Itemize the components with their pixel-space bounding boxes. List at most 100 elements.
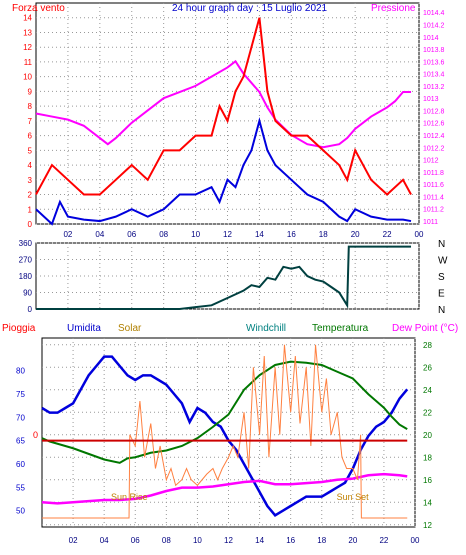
humidity-tick-label: 65 (16, 437, 25, 446)
time-tick-label: 04 (100, 536, 109, 545)
wind-tick-label: 2 (28, 191, 33, 200)
temperature-tick-label: 14 (423, 498, 432, 507)
pressure-scale-ticks: 1011 1011.2 1011.4 1011.6 1011.8 1012 1012.2 10… (423, 10, 445, 226)
direction-panel-series (36, 245, 412, 310)
humidity-tick-label: 70 (16, 413, 25, 422)
degree-tick-label: 180 (19, 272, 33, 281)
time-tick-label: 18 (317, 536, 326, 545)
wind-tick-label: 6 (28, 132, 33, 141)
pressure-tick-label: 1011.2 (423, 207, 444, 214)
time-tick-label: 20 (348, 536, 357, 545)
wind-panel-frame (35, 2, 420, 225)
temperature-tick-label: 12 (423, 521, 432, 530)
direction-line (36, 245, 412, 310)
time-tick-label: 00 (411, 536, 420, 545)
temperature-tick-label: 20 (423, 431, 432, 440)
pressure-tick-label: 1014 (423, 35, 439, 42)
time-tick-label: 04 (95, 230, 104, 239)
direction-panel-grid (36, 242, 420, 310)
legend-solar: Solar (118, 323, 142, 334)
compass-label: W (438, 256, 448, 267)
time-tick-label: 12 (223, 230, 232, 239)
compass-label: S (438, 272, 445, 283)
wind-tick-label: 14 (23, 14, 32, 23)
pressure-tick-label: 1012.6 (423, 121, 445, 128)
pressure-tick-label: 1012.2 (423, 145, 445, 152)
legend-windchill: Windchill (246, 323, 286, 334)
series-2-line (41, 472, 408, 505)
time-tick-label: 00 (415, 230, 424, 239)
compass-label: E (438, 289, 445, 300)
wind-tick-label: 4 (28, 161, 33, 170)
humidity-tick-label: 50 (16, 507, 25, 516)
graph-title: 24 hour graph day : 15 Luglio 2021 (172, 3, 328, 14)
pressure-tick-label: 1013.4 (423, 72, 445, 79)
time-tick-label: 22 (383, 230, 392, 239)
direction-degree-ticks: 0 90 180 270 360 (19, 239, 33, 314)
temperature-tick-label: 24 (423, 386, 432, 395)
wind-tick-label: 1 (28, 205, 33, 214)
pressure-tick-label: 1014.2 (423, 22, 445, 29)
wind-tick-label: 0 (28, 220, 33, 229)
time-tick-label: 08 (159, 230, 168, 239)
degree-tick-label: 0 (28, 305, 33, 314)
temperature-tick-label: 18 (423, 453, 432, 462)
series-1-line (35, 117, 412, 226)
series-1-line (41, 360, 408, 464)
pressure-tick-label: 1013.8 (423, 47, 445, 54)
compass-label: N (438, 305, 445, 316)
temperature-tick-label: 28 (423, 341, 432, 350)
pressure-tick-label: 1012.4 (423, 133, 445, 140)
legend-pioggia: Pioggia (2, 323, 36, 334)
wind-axis-label: Forza vento (12, 3, 65, 14)
wind-tick-label: 11 (24, 58, 33, 67)
time-tick-label: 06 (131, 536, 140, 545)
humidity-tick-label: 60 (16, 460, 25, 469)
temperature-tick-label: 16 (423, 476, 432, 485)
rain-zero-label: 0 (33, 430, 38, 440)
pressure-tick-label: 1011.6 (423, 182, 444, 189)
pressure-tick-label: 1012.8 (423, 108, 445, 115)
time-tick-label: 06 (127, 230, 136, 239)
time-tick-label: 20 (351, 230, 360, 239)
wind-tick-label: 5 (28, 146, 33, 155)
legend-umidita: Umidita (67, 323, 101, 334)
pressure-tick-label: 1012 (423, 158, 439, 165)
time-tick-label: 18 (319, 230, 328, 239)
climate-time-ticks: 02 04 06 08 10 12 14 16 18 20 22 00 (69, 536, 420, 545)
time-tick-label: 10 (193, 536, 202, 545)
temperature-tick-label: 22 (423, 408, 432, 417)
degree-tick-label: 270 (19, 256, 33, 265)
degree-tick-label: 360 (19, 239, 33, 248)
sunrise-label: Sun Rise (111, 492, 148, 502)
time-tick-label: 16 (286, 536, 295, 545)
wind-tick-label: 9 (28, 87, 33, 96)
pressure-axis-label: Pressione (371, 3, 416, 14)
humidity-tick-label: 80 (16, 367, 25, 376)
pressure-tick-label: 1011.8 (423, 170, 444, 177)
wind-tick-label: 13 (23, 28, 32, 37)
time-tick-label: 02 (63, 230, 72, 239)
series-2-line (35, 17, 412, 196)
pressure-tick-label: 1013.6 (423, 59, 445, 66)
legend-dewpoint: Dew Point (°C) (392, 323, 458, 334)
climate-panel-series (41, 344, 409, 519)
time-tick-label: 22 (379, 536, 388, 545)
wind-panel-grid (36, 3, 420, 225)
compass-label: N (438, 239, 445, 250)
wind-panel-series (35, 17, 412, 226)
wind-tick-label: 8 (28, 102, 33, 111)
time-tick-label: 12 (224, 536, 233, 545)
time-tick-label: 02 (69, 536, 78, 545)
humidity-tick-label: 75 (16, 390, 25, 399)
pressure-tick-label: 1011.4 (423, 194, 444, 201)
pressure-tick-label: 1013 (423, 96, 439, 103)
wind-tick-label: 12 (23, 43, 32, 52)
pressure-tick-label: 1013.2 (423, 84, 445, 91)
humidity-tick-label: 55 (16, 483, 25, 492)
legend-temperatura: Temperatura (312, 323, 369, 334)
